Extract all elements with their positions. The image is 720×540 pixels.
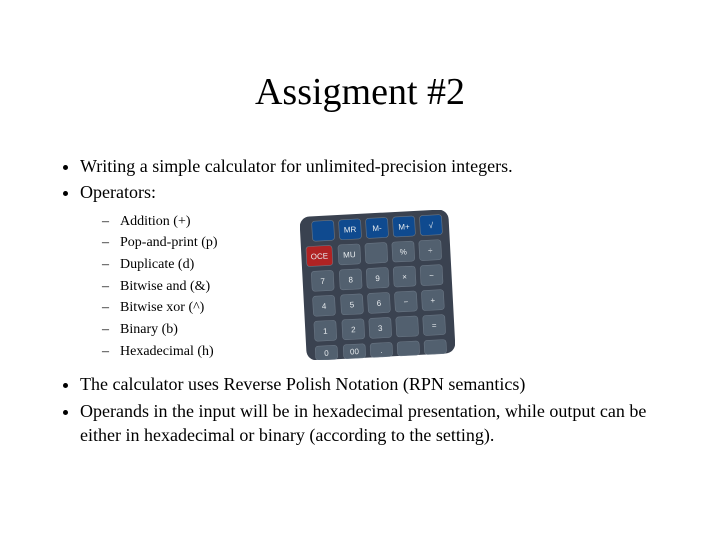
svg-text:00: 00 — [350, 347, 360, 356]
svg-text:−: − — [403, 297, 408, 306]
page-title: Assigment #2 — [50, 70, 670, 114]
svg-text:M+: M+ — [398, 222, 410, 232]
svg-text:%: % — [400, 247, 408, 256]
bullet-text: Operators: — [80, 182, 156, 202]
svg-text:OCE: OCE — [311, 252, 329, 262]
svg-text:.: . — [380, 346, 383, 355]
bullet-item: The calculator uses Reverse Polish Notat… — [80, 372, 670, 396]
svg-text:−: − — [429, 271, 434, 280]
svg-text:×: × — [402, 272, 407, 281]
bullet-item: Operands in the input will be in hexadec… — [80, 399, 670, 448]
svg-text:M-: M- — [372, 224, 382, 233]
svg-text:=: = — [432, 321, 437, 330]
calculator-keypad-image: MRM-M+√OCEMU%÷789×−456−+123=000. — [300, 210, 455, 360]
svg-text:+: + — [430, 296, 435, 305]
svg-text:MR: MR — [344, 225, 357, 235]
bullet-item: Writing a simple calculator for unlimite… — [80, 154, 670, 178]
svg-text:MU: MU — [343, 250, 356, 260]
